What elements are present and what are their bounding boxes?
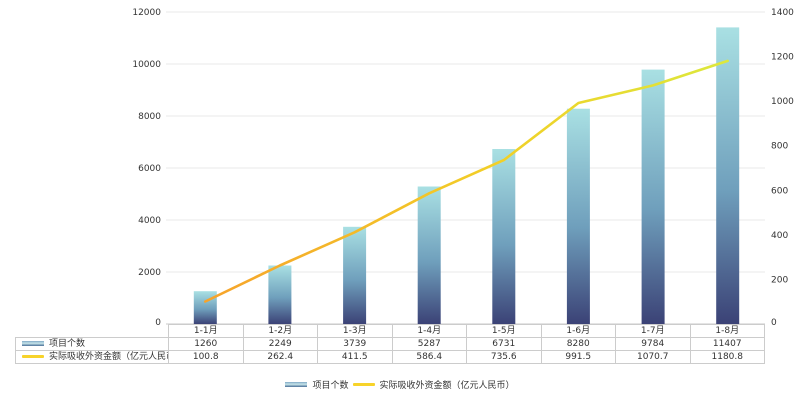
month-header-1-7月: 1-7月	[615, 324, 691, 338]
value-cell-1-6月: 991.5	[540, 350, 616, 364]
value-cell-1-1月: 100.8	[168, 350, 244, 364]
series-label-cell: 项目个数	[15, 337, 169, 351]
bar-1-3月[interactable]	[343, 226, 367, 324]
bar-1-5月[interactable]	[492, 149, 516, 324]
value-cell-1-8月: 1180.8	[689, 350, 765, 364]
value-cell-1-7月: 1070.7	[615, 350, 691, 364]
month-header-1-6月: 1-6月	[540, 324, 616, 338]
value-cell-1-1月: 1260	[168, 337, 244, 351]
right-axis-tick-label: 1200	[771, 53, 794, 63]
bar-1-7月[interactable]	[641, 69, 665, 324]
right-axis-tick-label: 400	[771, 231, 788, 241]
right-axis-tick-label: 1000	[771, 97, 794, 107]
line-foreign-capital-series[interactable]	[204, 59, 730, 303]
series-label-cell: 实际吸收外资金额（亿元人民币）	[15, 350, 169, 364]
left-axis-tick-label: 10000	[132, 60, 161, 70]
value-cell-1-7月: 9784	[615, 337, 691, 351]
bar-1-6月[interactable]	[566, 108, 590, 324]
month-header-1-5月: 1-5月	[466, 324, 542, 338]
chart-data-table: 1-1月 1-2月 1-3月 1-4月 1-5月 1-6月 1-7月 1-8月 项目个数 126…	[15, 324, 765, 364]
series-name: 实际吸收外资金额（亿元人民币）	[49, 352, 168, 362]
left-axis-tick-label: 6000	[138, 164, 161, 174]
table-row-projects: 项目个数 1260 2249 3739 5287 6731 8280 9784 11407	[15, 337, 765, 351]
month-header-1-8月: 1-8月	[689, 324, 765, 338]
right-axis-tick-label: 600	[771, 186, 788, 196]
right-axis-tick-label: 1400	[771, 8, 794, 18]
legend-item-foreign-capital[interactable]: 实际吸收外资金额（亿元人民币）	[352, 378, 515, 391]
line-series-swatch-icon	[352, 382, 375, 386]
value-cell-1-2月: 2249	[242, 337, 318, 351]
legend-label-projects: 项目个数	[312, 380, 349, 391]
left-axis-tick-label: 12000	[132, 8, 161, 18]
right-axis-tick-label: 200	[771, 275, 788, 285]
bar-1-4月[interactable]	[417, 186, 441, 325]
right-axis-tick-label: 800	[771, 142, 788, 152]
value-cell-1-3月: 411.5	[317, 350, 393, 364]
value-cell-1-5月: 6731	[466, 337, 542, 351]
line-series-swatch-icon	[22, 355, 44, 358]
left-axis-tick-label: 2000	[138, 268, 161, 278]
left-axis-tick-label: 8000	[138, 112, 161, 122]
month-header-1-3月: 1-3月	[317, 324, 393, 338]
legend-label-foreign-capital: 实际吸收外资金额（亿元人民币）	[379, 380, 515, 391]
value-cell-1-8月: 11407	[689, 337, 765, 351]
value-cell-1-5月: 735.6	[466, 350, 542, 364]
value-cell-1-6月: 8280	[540, 337, 616, 351]
left-axis-tick-label: 4000	[138, 216, 161, 226]
series-name: 项目个数	[49, 339, 86, 349]
value-cell-1-4月: 5287	[391, 337, 467, 351]
table-row-foreign-capital: 实际吸收外资金额（亿元人民币）100.8262.4411.5586.4735.6…	[15, 350, 765, 364]
legend-item-projects[interactable]: 项目个数	[285, 378, 349, 391]
bar-1-8月[interactable]	[716, 27, 740, 325]
month-header-1-2月: 1-2月	[242, 324, 318, 338]
table-header: 1-1月 1-2月 1-3月 1-4月 1-5月 1-6月 1-7月 1-8月	[16, 324, 765, 338]
value-cell-1-2月: 262.4	[242, 350, 318, 364]
table-body: 项目个数 1260 2249 3739 5287 6731 8280 9784 11407 实际吸…	[15, 337, 765, 364]
bar-1-1月[interactable]	[193, 291, 217, 324]
month-header-row: 1-1月 1-2月 1-3月 1-4月 1-5月 1-6月 1-7月 1-8月	[16, 324, 765, 338]
right-axis-tick-label: 0	[771, 318, 777, 328]
bar-series-swatch-icon	[285, 381, 308, 387]
chart-legend: 项目个数 实际吸收外资金额（亿元人民币）	[0, 377, 800, 391]
month-header-1-1月: 1-1月	[168, 324, 244, 338]
left-axis-tick-label: 0	[155, 318, 161, 328]
value-cell-1-4月: 586.4	[391, 350, 467, 364]
bar-1-2月[interactable]	[268, 265, 292, 325]
value-cell-1-3月: 3739	[317, 337, 393, 351]
month-header-1-4月: 1-4月	[391, 324, 467, 338]
bar-series-swatch-icon	[22, 341, 44, 346]
table-corner-cell	[16, 325, 169, 338]
